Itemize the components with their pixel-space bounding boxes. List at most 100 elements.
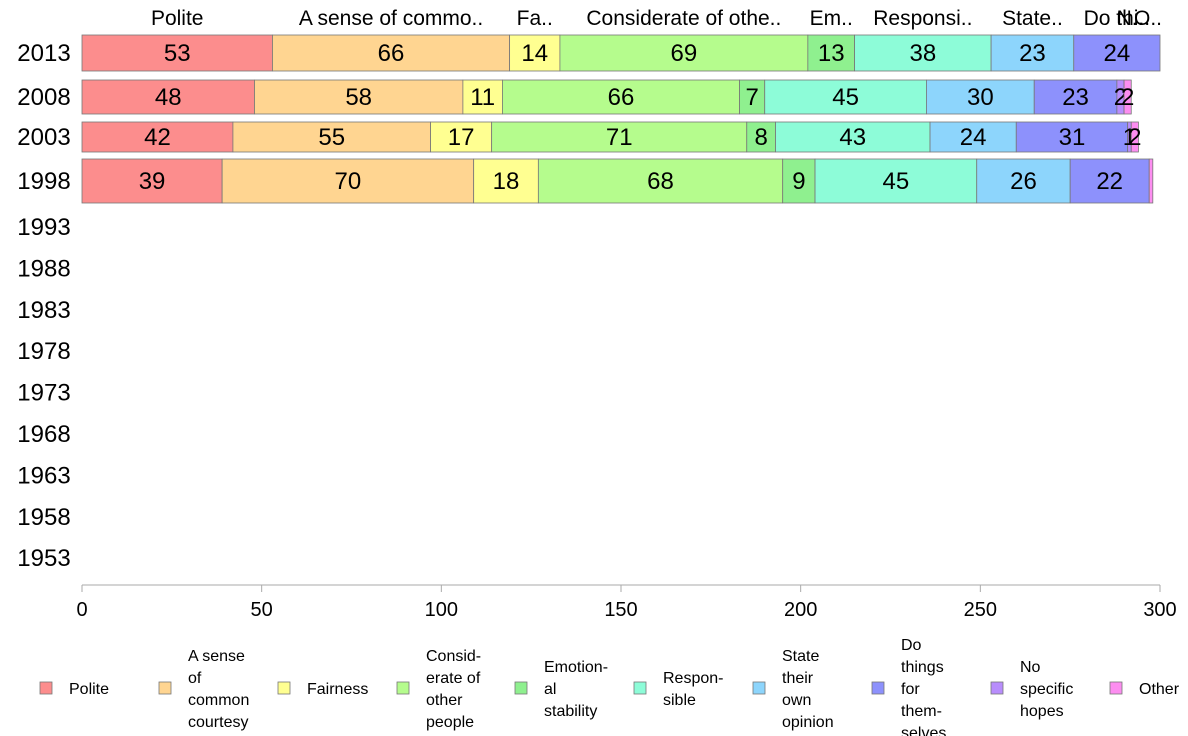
data-label-2003-7: 31	[1059, 124, 1086, 151]
bar-segment-2003-1	[232, 121, 431, 153]
data-label-2008-9: 2	[1121, 84, 1134, 111]
year-label-1963: 1963	[17, 462, 70, 489]
year-label-1968: 1968	[17, 421, 70, 448]
data-label-1998-2: 18	[493, 168, 520, 195]
x-tick-label-200: 200	[784, 599, 817, 621]
bar-segment-2003-7	[1015, 121, 1129, 153]
legend-swatch-3	[396, 681, 410, 695]
legend-label-3-1: erate of	[426, 670, 481, 687]
bar-segment-1998-0	[81, 158, 223, 204]
legend-label-6-2: own	[782, 692, 811, 709]
data-label-2008-5: 45	[832, 84, 859, 111]
data-label-2008-1: 58	[345, 84, 372, 111]
data-label-2013-5: 38	[909, 40, 936, 67]
data-label-1998-7: 22	[1096, 168, 1123, 195]
data-label-2003-3: 71	[606, 124, 633, 151]
bar-segment-2008-9	[1123, 79, 1132, 115]
data-label-2008-7: 23	[1062, 84, 1089, 111]
category-header-labels: Polite A sense of commo.. Fa.. Considerate …	[151, 7, 1162, 30]
bar-segment-2013-2	[509, 34, 561, 72]
bar-segment-1998-6	[976, 158, 1071, 204]
bar-segment-2008-7	[1033, 79, 1118, 115]
bar-segment-2003-3	[491, 121, 748, 153]
data-label-1998-6: 26	[1010, 168, 1037, 195]
data-label-2013-2: 14	[521, 40, 548, 67]
legend-label-2-0: Fairness	[307, 681, 368, 698]
bar-segment-2008-0	[81, 79, 255, 115]
bar-segment-2013-7	[1073, 34, 1161, 72]
legend-swatch-9	[1109, 681, 1123, 695]
x-tick-label-150: 150	[604, 599, 637, 621]
data-label-2003-5: 43	[839, 124, 866, 151]
year-label-1993: 1993	[17, 214, 70, 241]
x-tick-label-0: 0	[76, 599, 87, 621]
year-label-1983: 1983	[17, 297, 70, 324]
bar-segment-2008-3	[502, 79, 740, 115]
data-label-2013-3: 69	[671, 40, 698, 67]
year-label-1998: 1998	[17, 168, 70, 195]
header-label-9: O..	[1134, 7, 1162, 30]
legend-label-6-1: their	[782, 670, 814, 687]
legend-swatch-7	[871, 681, 885, 695]
data-label-2003-0: 42	[144, 124, 171, 151]
x-axis: 0 50 100 150 200 250 300	[76, 584, 1177, 621]
legend-label-7-4: selves	[901, 725, 946, 736]
header-label-1: A sense of commo..	[299, 7, 483, 30]
year-label-2013: 2013	[17, 40, 70, 67]
bar-segment-2013-3	[559, 34, 809, 72]
bar-segment-2008-6	[926, 79, 1035, 115]
data-label-2013-6: 23	[1019, 40, 1046, 67]
data-label-2013-1: 66	[378, 40, 405, 67]
header-label-6: State..	[1002, 7, 1063, 30]
legend-swatch-2	[277, 681, 291, 695]
legend-label-4-1: al	[544, 681, 556, 698]
year-label-1988: 1988	[17, 255, 70, 282]
bar-segment-2003-0	[81, 121, 234, 153]
bar-segment-2008-2	[462, 79, 503, 115]
bar-segment-2003-2	[430, 121, 493, 153]
x-tick-label-50: 50	[251, 599, 273, 621]
legend-label-5-1: sible	[663, 692, 696, 709]
legend-label-7-2: for	[901, 681, 920, 698]
legend-label-8-1: specific	[1020, 681, 1073, 698]
bar-segment-1998-5	[814, 158, 978, 204]
year-label-1953: 1953	[17, 545, 70, 572]
data-label-1998-5: 45	[883, 168, 910, 195]
year-label-1958: 1958	[17, 504, 70, 531]
bar-segment-1998-4	[782, 158, 816, 204]
year-labels: 2013 2008 2003 1998 1993 1988 1983 1978 1973 1968…	[17, 40, 70, 572]
data-label-2013-4: 13	[818, 40, 845, 67]
legend-label-6-0: State	[782, 648, 819, 665]
bar-segment-2003-4	[746, 121, 776, 153]
header-label-2: Fa..	[517, 7, 553, 30]
legend-label-1-3: courtesy	[188, 714, 248, 731]
bar-segment-2003-6	[929, 121, 1017, 153]
bar-segment-1998-2	[473, 158, 539, 204]
legend-swatch-0	[39, 681, 53, 695]
legend-label-3-0: Consid-	[426, 648, 481, 665]
legend-label-1-2: common	[188, 692, 249, 709]
data-label-2003-1: 55	[318, 124, 345, 151]
data-label-1998-3: 68	[647, 168, 674, 195]
bar-segment-2013-0	[81, 34, 273, 72]
header-label-3: Considerate of othe..	[586, 7, 781, 30]
bar-segment-2013-4	[807, 34, 855, 72]
bar-segment-1998-9	[1148, 158, 1154, 204]
data-label-2003-2: 17	[448, 124, 475, 151]
data-label-1998-4: 9	[792, 168, 805, 195]
legend-label-9-0: Other	[1139, 681, 1180, 698]
legend-label-7-0: Do	[901, 637, 922, 654]
legend-label-8-2: hopes	[1020, 703, 1064, 720]
year-label-1973: 1973	[17, 380, 70, 407]
data-label-2008-2: 11	[470, 84, 495, 111]
bar-segment-2008-4	[739, 79, 766, 115]
year-label-1978: 1978	[17, 338, 70, 365]
legend: Polite A sense of common courtesy Fairness Con…	[39, 637, 1180, 736]
data-label-2003-6: 24	[960, 124, 987, 151]
legend-swatch-5	[633, 681, 647, 695]
x-tick-label-100: 100	[425, 599, 458, 621]
data-label-2013-7: 24	[1104, 40, 1131, 67]
legend-label-7-1: things	[901, 659, 944, 676]
